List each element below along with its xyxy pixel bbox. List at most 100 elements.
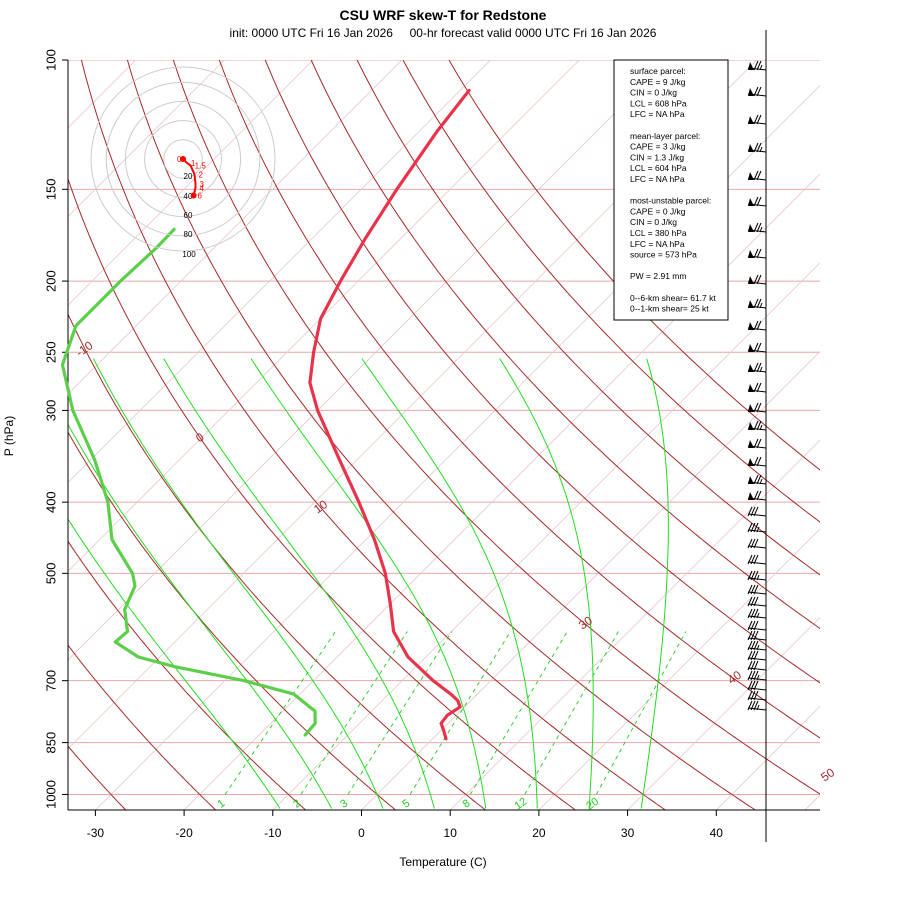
wind-barb-half-feather (756, 526, 760, 533)
wind-barb-icon (747, 690, 767, 701)
dry-adiabat-label: -10 (73, 338, 96, 360)
wind-barb-shaft (747, 513, 767, 517)
wind-barb-feather (747, 554, 753, 565)
wind-barb-feather (753, 142, 759, 153)
wind-barb-icon (747, 506, 767, 517)
parcel-info-line: LCL = 608 hPa (630, 98, 687, 108)
hodograph-point-label: 2 (199, 170, 204, 179)
wind-barb-feather (753, 506, 759, 517)
y-tick-label: 850 (43, 732, 58, 754)
moist-adiabat-line (640, 358, 669, 809)
wind-barb-feather (753, 382, 759, 393)
wind-barb-icon (747, 680, 767, 691)
wind-barb-icon (747, 86, 767, 97)
wind-barb-flag (748, 422, 754, 430)
wind-barb-feather (753, 522, 759, 533)
hodograph-ring-label: 100 (182, 250, 196, 259)
wind-barb-feather (747, 640, 753, 651)
y-tick-label: 1000 (43, 780, 58, 809)
mixing-ratio-label: 5 (400, 797, 412, 810)
wind-barb-icon (747, 248, 767, 259)
mixing-ratio-label: 20 (584, 796, 601, 813)
hodograph-point-label: 6 (198, 191, 203, 200)
parcel-info-line: LFC = NA hPa (630, 109, 685, 119)
wind-barb-feather (750, 608, 756, 619)
moist-adiabat-line (361, 358, 538, 809)
wind-barb-feather (753, 554, 759, 565)
moist-adiabat-line (92, 358, 384, 809)
wind-barb-icon (747, 438, 767, 449)
wind-barb-shaft (747, 627, 767, 631)
wind-barb-flag (748, 62, 754, 70)
isotherm-line (361, 350, 820, 810)
dry-adiabat-line (172, 60, 820, 795)
wind-barb-feather (753, 608, 759, 619)
isotherm-line (449, 439, 820, 810)
x-tick-label: -20 (175, 826, 193, 840)
wind-barb-icon (747, 640, 767, 651)
parcel-info-box (613, 59, 729, 321)
x-tick-label: -30 (87, 826, 105, 840)
parcel-info-line: surface parcel: (630, 66, 686, 76)
x-tick-label: 20 (532, 826, 546, 840)
wind-barb-feather (747, 650, 753, 661)
wind-barb-feather (753, 320, 759, 331)
wind-barb-feather (747, 506, 753, 517)
wind-barb-feather (756, 222, 762, 233)
wind-barb-feather (756, 196, 762, 207)
moist-adiabat-line (250, 358, 487, 809)
x-tick-label: 30 (621, 826, 635, 840)
wind-barb-shaft (747, 561, 767, 565)
wind-barb-icon (747, 222, 767, 233)
parcel-info-line: LFC = NA hPa (630, 239, 685, 249)
wind-barb-icon (747, 362, 767, 373)
dry-adiabat-line (68, 745, 127, 810)
wind-barb-flag (748, 476, 754, 484)
hodograph-point-label: 1 (191, 159, 196, 168)
y-tick-label: 100 (43, 49, 58, 71)
wind-barb-feather (753, 640, 759, 651)
wind-barb-feather (753, 170, 759, 181)
wind-barb-flag (748, 404, 754, 412)
wind-barb-feather (753, 248, 759, 259)
wind-barb-feather (747, 584, 753, 595)
wind-barb-icon (747, 700, 767, 711)
hodograph-point (180, 156, 186, 162)
wind-barb-feather (750, 700, 756, 711)
x-tick-label: 40 (710, 826, 724, 840)
wind-barb-feather (747, 538, 753, 549)
wind-barb-feather (756, 298, 762, 309)
wind-barb-feather (756, 142, 762, 153)
mixing-ratio-label: 8 (461, 797, 473, 810)
wind-barb-feather (747, 660, 753, 671)
wind-barb-icon (747, 196, 767, 207)
wind-barb-half-feather (759, 146, 763, 153)
wind-barb-flag (748, 116, 754, 124)
y-tick-label: 150 (43, 178, 58, 200)
y-axis-label: P (hPa) (2, 416, 16, 456)
dry-adiabat-line (68, 177, 576, 810)
wind-barb-feather (750, 506, 756, 517)
isotherm-line (68, 60, 580, 572)
wind-barb-flag (748, 364, 754, 372)
hodograph-line (182, 158, 197, 196)
y-tick-label: 500 (43, 562, 58, 584)
parcel-info-line: 0--1-km shear= 25 kt (630, 304, 709, 314)
wind-barb-icon (747, 650, 767, 661)
hodograph-ring (105, 81, 261, 237)
wind-barb-icon (747, 630, 767, 641)
wind-barb-flag (748, 492, 754, 500)
wind-barb-feather (756, 438, 762, 449)
dry-adiabat-line (310, 60, 820, 630)
parcel-info-line: 0--6-km shear= 61.7 kt (630, 293, 716, 303)
isotherm-line (804, 794, 820, 810)
mixing-ratio-line (224, 631, 336, 795)
wind-barb-icon (747, 142, 767, 153)
isotherm-line (68, 60, 225, 218)
mixing-ratio-label: 2 (291, 797, 303, 810)
wind-barb-shaft (747, 667, 767, 671)
isotherm-line (272, 262, 820, 810)
wind-barb-feather (756, 114, 762, 125)
wind-barb-shaft (747, 591, 767, 595)
parcel-info-line: source = 573 hPa (630, 250, 697, 260)
